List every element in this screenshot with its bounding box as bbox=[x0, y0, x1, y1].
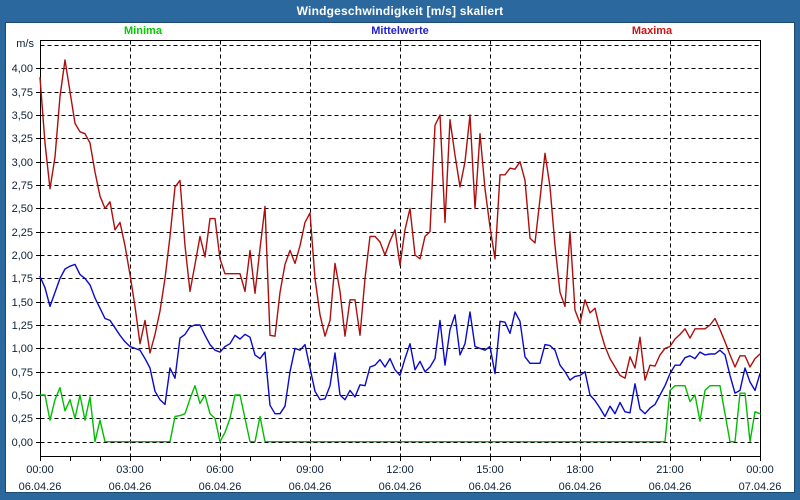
y-tick-label: 0,50 bbox=[12, 390, 33, 402]
x-tick-time-label: 21:00 bbox=[656, 464, 684, 476]
x-tick-time-label: 00:00 bbox=[746, 464, 774, 476]
x-tick-date-label: 06.04.26 bbox=[19, 481, 62, 493]
x-tick-time-label: 18:00 bbox=[566, 464, 594, 476]
y-tick-label: 0,25 bbox=[12, 413, 33, 425]
x-tick-time-label: 12:00 bbox=[386, 464, 414, 476]
series-line-maxima bbox=[39, 59, 761, 381]
x-tick-time-label: 03:00 bbox=[116, 464, 144, 476]
legend-label-minima: Minima bbox=[124, 25, 162, 37]
y-tick-label: 3,75 bbox=[12, 87, 33, 99]
x-tick-time-label: 06:00 bbox=[206, 464, 234, 476]
x-tick-date-label: 06.04.26 bbox=[469, 481, 512, 493]
x-tick-time-label: 00:00 bbox=[26, 464, 54, 476]
y-tick-label: 3,00 bbox=[12, 157, 33, 169]
x-tick-date-label: 06.04.26 bbox=[289, 481, 332, 493]
y-tick-label: 4,00 bbox=[12, 63, 33, 75]
window-titlebar: Windgeschwindigkeit [m/s] skaliert bbox=[0, 0, 800, 22]
y-tick-label: 1,50 bbox=[12, 297, 33, 309]
x-tick-time-label: 15:00 bbox=[476, 464, 504, 476]
y-tick-label: 1,00 bbox=[12, 343, 33, 355]
page-title: Windgeschwindigkeit [m/s] skaliert bbox=[296, 4, 504, 18]
x-tick-date-label: 06.04.26 bbox=[199, 481, 242, 493]
y-tick-label: 3,25 bbox=[12, 133, 33, 145]
y-tick-label: 2,25 bbox=[12, 227, 33, 239]
y-tick-label: 0,00 bbox=[12, 437, 33, 449]
x-tick-date-label: 07.04.26 bbox=[739, 481, 782, 493]
x-tick-time-label: 09:00 bbox=[296, 464, 324, 476]
y-tick-label: 2,75 bbox=[12, 180, 33, 192]
y-tick-label: 1,75 bbox=[12, 273, 33, 285]
series-line-mittelwerte bbox=[39, 263, 761, 418]
series-line-minima bbox=[39, 385, 761, 443]
y-tick-label: 2,00 bbox=[12, 250, 33, 262]
x-tick-date-label: 06.04.26 bbox=[559, 481, 602, 493]
y-tick-label: 2,50 bbox=[12, 203, 33, 215]
x-tick-date-label: 06.04.26 bbox=[379, 481, 422, 493]
y-tick-label: 0,75 bbox=[12, 367, 33, 379]
y-axis-unit-label: m/s bbox=[16, 38, 34, 50]
y-tick-label: 1,25 bbox=[12, 320, 33, 332]
x-tick-date-label: 06.04.26 bbox=[109, 481, 152, 493]
legend-label-mittelwerte: Mittelwerte bbox=[371, 25, 429, 37]
y-tick-label: 3,50 bbox=[12, 110, 33, 122]
x-tick-date-label: 06.04.26 bbox=[649, 481, 692, 493]
plot-border bbox=[40, 40, 761, 457]
legend-label-maxima: Maxima bbox=[631, 25, 673, 37]
